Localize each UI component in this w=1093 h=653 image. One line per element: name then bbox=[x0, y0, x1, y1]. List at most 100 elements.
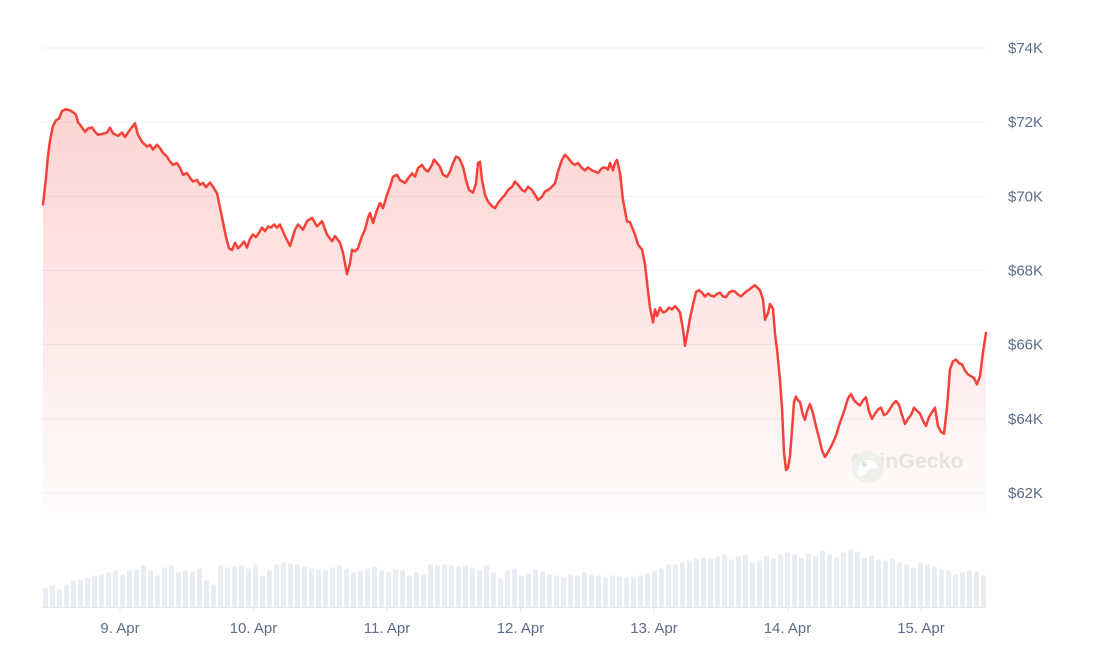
volume-bar bbox=[883, 560, 888, 608]
volume-bar bbox=[295, 564, 300, 608]
volume-bar bbox=[722, 554, 727, 608]
volume-bar bbox=[624, 577, 629, 608]
x-axis-label: 12. Apr bbox=[497, 620, 545, 637]
volume-bar bbox=[911, 567, 916, 608]
volume-bar bbox=[498, 578, 503, 608]
volume-bar bbox=[652, 570, 657, 608]
volume-bar bbox=[897, 562, 902, 608]
volume-bar bbox=[323, 570, 328, 608]
volume-bar bbox=[127, 570, 132, 608]
volume-bar bbox=[533, 569, 538, 608]
volume-bar bbox=[414, 572, 419, 608]
volume-bar bbox=[232, 566, 237, 608]
volume-bar bbox=[281, 562, 286, 608]
price-area-fill bbox=[43, 109, 986, 518]
x-axis-label: 14. Apr bbox=[764, 620, 812, 637]
volume-bar bbox=[589, 574, 594, 608]
y-axis-label: $66K bbox=[1008, 337, 1043, 354]
volume-baseline-and-ticks bbox=[42, 607, 986, 613]
volume-bar bbox=[925, 564, 930, 608]
volume-bar bbox=[302, 566, 307, 608]
volume-bar bbox=[141, 565, 146, 608]
volume-bar bbox=[673, 564, 678, 608]
volume-bar bbox=[876, 559, 881, 608]
x-axis-label: 15. Apr bbox=[897, 620, 945, 637]
volume-bar bbox=[890, 558, 895, 608]
volume-bar bbox=[855, 551, 860, 608]
volume-bar bbox=[365, 568, 370, 608]
volume-bar bbox=[85, 577, 90, 608]
x-axis-label: 13. Apr bbox=[630, 620, 678, 637]
volume-bar bbox=[435, 565, 440, 608]
volume-bar bbox=[554, 575, 559, 608]
volume-bar bbox=[701, 557, 706, 608]
volume-bar bbox=[631, 576, 636, 608]
price-line bbox=[41, 107, 988, 472]
volume-bar bbox=[309, 568, 314, 608]
volume-bar bbox=[540, 571, 545, 608]
volume-bar bbox=[358, 570, 363, 608]
volume-bar bbox=[974, 571, 979, 608]
volume-bar bbox=[78, 579, 83, 608]
volume-bar bbox=[715, 556, 720, 608]
volume-bar bbox=[687, 560, 692, 608]
volume-bar bbox=[379, 570, 384, 608]
y-axis-label: $70K bbox=[1008, 188, 1043, 205]
volume-bar bbox=[211, 584, 216, 608]
volume-bar bbox=[904, 564, 909, 608]
volume-bar bbox=[197, 568, 202, 608]
volume-bar bbox=[575, 575, 580, 608]
y-axis-label: $68K bbox=[1008, 263, 1043, 280]
volume-bar bbox=[225, 567, 230, 608]
volume-bar bbox=[610, 575, 615, 608]
volume-bar bbox=[120, 574, 125, 608]
volume-bar bbox=[372, 566, 377, 608]
volume-bar bbox=[183, 570, 188, 608]
volume-bar bbox=[162, 567, 167, 608]
volume-bar bbox=[848, 549, 853, 608]
volume-bar bbox=[57, 589, 62, 608]
volume-bar bbox=[288, 563, 293, 608]
volume-bar bbox=[764, 555, 769, 608]
volume-bar bbox=[190, 571, 195, 608]
volume-bar bbox=[106, 572, 111, 608]
volume-bar bbox=[694, 558, 699, 608]
volume-bar bbox=[386, 571, 391, 608]
volume-bar bbox=[92, 575, 97, 608]
volume-bar bbox=[477, 570, 482, 608]
volume-bar bbox=[939, 569, 944, 608]
volume-bar bbox=[827, 554, 832, 608]
volume-bar bbox=[239, 565, 244, 608]
volume-bar bbox=[155, 575, 160, 608]
volume-bar bbox=[603, 577, 608, 608]
volume-bar bbox=[981, 575, 986, 608]
volume-bar bbox=[862, 557, 867, 608]
volume-bar bbox=[778, 554, 783, 608]
volume-bar bbox=[946, 570, 951, 608]
y-axis-label: $74K bbox=[1008, 40, 1043, 57]
volume-bar bbox=[393, 569, 398, 608]
volume-bar bbox=[463, 565, 468, 608]
volume-bar bbox=[484, 565, 489, 608]
volume-bar bbox=[960, 572, 965, 608]
volume-bar bbox=[113, 570, 118, 608]
volume-bar bbox=[645, 573, 650, 608]
volume-bar bbox=[680, 562, 685, 608]
volume-bar bbox=[505, 570, 510, 608]
volume-bar bbox=[582, 572, 587, 608]
volume-bar bbox=[659, 568, 664, 608]
volume-bar bbox=[400, 570, 405, 608]
volume-bar bbox=[729, 559, 734, 608]
volume-bar bbox=[617, 576, 622, 608]
volume-bar bbox=[330, 567, 335, 608]
volume-bar bbox=[260, 575, 265, 608]
volume-bar bbox=[666, 564, 671, 608]
volume-bar bbox=[344, 568, 349, 608]
volume-bar bbox=[561, 577, 566, 608]
volume-bar bbox=[148, 570, 153, 608]
volume-bar bbox=[799, 557, 804, 608]
volume-bar bbox=[491, 572, 496, 608]
volume-bar bbox=[253, 564, 258, 608]
